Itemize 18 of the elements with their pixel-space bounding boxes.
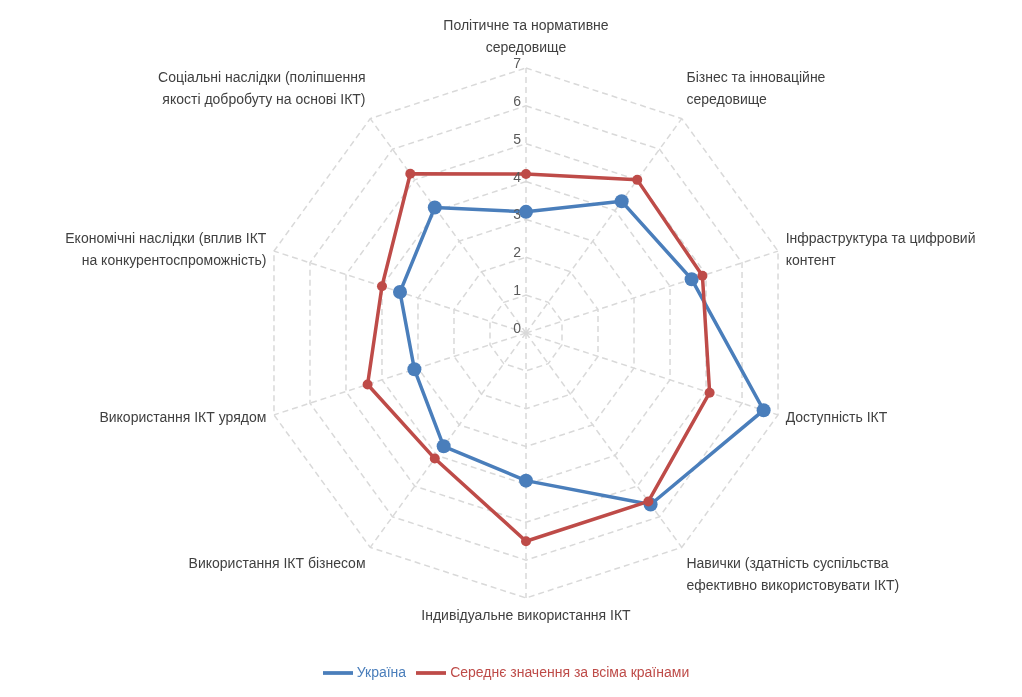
y-tick-label: 7 — [513, 55, 522, 71]
spoke-label: Бізнес та інноваційне середовище — [686, 69, 826, 108]
legend-label: Україна — [356, 663, 407, 680]
spoke-label: Соціальні наслідки (поліпшення якості добробуту на основі ІКТ) — [158, 69, 366, 108]
spoke-label: Доступність ІКТ — [785, 409, 888, 426]
y-tick-label: 5 — [513, 130, 522, 147]
spoke-label: Індивідуальне використання ІКТ — [421, 607, 632, 623]
spoke-label: Політичне та нормативне середовище — [443, 17, 609, 55]
spoke-label: Використання ІКТ бізнесом — [188, 554, 366, 571]
y-tick-label: 0 — [513, 320, 522, 336]
spoke-label: Економічні наслідки (вплив ІКТ на конкурентоспроможність) — [65, 229, 267, 268]
y-tick-label: 2 — [513, 244, 522, 261]
y-tick-label: 6 — [513, 92, 522, 109]
spoke-label: Навички (здатність суспільства ефективно використовувати ІКТ) — [686, 554, 900, 593]
spoke-label: Використання ІКТ урядом — [99, 409, 267, 426]
y-tick-label: 1 — [513, 282, 522, 299]
legend-label: Середнє значення за всіма країнами — [450, 663, 690, 680]
spoke-label: Інфраструктура та цифровий контент — [785, 229, 976, 268]
